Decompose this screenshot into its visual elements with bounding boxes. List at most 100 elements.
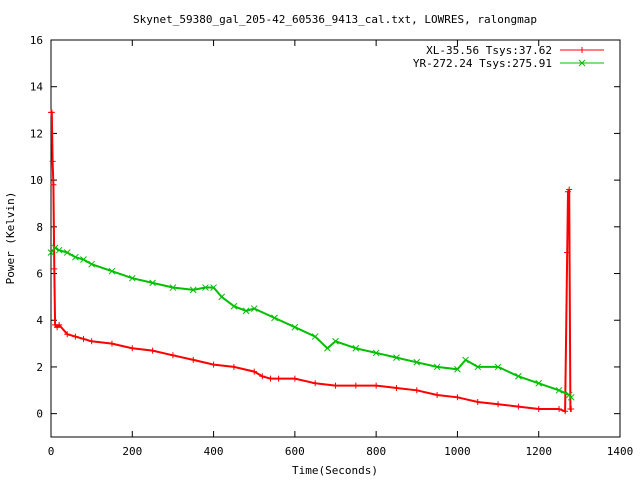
y-tick-label: 4 — [36, 314, 43, 327]
data-point — [434, 391, 441, 398]
data-point — [88, 338, 95, 345]
data-point — [535, 379, 543, 387]
data-point — [72, 253, 79, 261]
data-point — [291, 375, 298, 382]
data-point — [190, 356, 197, 363]
data-point — [48, 109, 55, 116]
data-point — [242, 307, 250, 315]
data-point — [413, 387, 420, 394]
data-point — [373, 382, 380, 389]
data-point — [495, 401, 502, 408]
data-point — [149, 279, 156, 287]
data-point — [51, 244, 59, 252]
data-point — [494, 363, 502, 371]
x-tick-label: 0 — [48, 445, 55, 458]
data-point — [169, 352, 176, 359]
data-point — [535, 405, 542, 412]
y-tick-label: 8 — [36, 221, 43, 234]
data-point — [271, 314, 278, 322]
x-tick-label: 400 — [204, 445, 224, 458]
data-point — [568, 405, 575, 412]
data-point — [210, 361, 217, 368]
data-point — [218, 293, 226, 301]
data-point — [108, 267, 116, 275]
plot-frame — [50, 39, 621, 438]
data-point — [393, 384, 400, 391]
data-point — [129, 345, 136, 352]
data-point — [259, 373, 266, 380]
data-point — [267, 375, 274, 382]
data-point — [564, 249, 571, 256]
data-point — [555, 386, 563, 394]
data-point — [515, 403, 522, 410]
data-point — [80, 335, 87, 342]
data-point — [332, 382, 339, 389]
legend-label: YR-272.24 Tsys:275.91 — [413, 57, 552, 70]
data-point — [64, 331, 71, 338]
legend-marker — [579, 47, 585, 53]
data-point — [128, 274, 136, 282]
data-point — [275, 375, 282, 382]
data-point — [51, 265, 58, 272]
x-tick-label: 800 — [366, 445, 386, 458]
data-point — [88, 260, 95, 268]
data-point — [462, 356, 469, 364]
data-point — [324, 344, 331, 352]
data-point — [311, 333, 319, 340]
x-tick-label: 1200 — [525, 445, 552, 458]
data-point — [372, 349, 380, 357]
data-point — [49, 158, 56, 165]
series-layer — [47, 109, 575, 415]
data-point — [556, 405, 563, 412]
data-point — [566, 186, 573, 193]
series-2 — [47, 244, 575, 401]
data-point — [230, 302, 238, 310]
y-tick-label: 12 — [30, 127, 43, 140]
data-point — [291, 323, 299, 331]
data-point — [454, 394, 461, 401]
data-point — [332, 337, 339, 345]
data-point — [562, 408, 569, 415]
x-tick-label: 600 — [285, 445, 305, 458]
data-point — [149, 347, 156, 354]
y-axis-label: Power (Kelvin) — [4, 192, 17, 285]
data-point — [474, 398, 481, 405]
data-point — [251, 368, 258, 375]
data-point — [108, 340, 115, 347]
data-point — [55, 246, 63, 254]
data-point — [72, 333, 79, 340]
y-tick-label: 16 — [30, 34, 43, 47]
y-tick-label: 2 — [36, 361, 43, 374]
data-point — [202, 284, 209, 291]
data-point — [413, 358, 421, 366]
data-point — [567, 393, 575, 401]
data-point — [169, 284, 177, 291]
data-point — [250, 305, 258, 312]
y-tick-label: 10 — [30, 174, 43, 187]
data-point — [63, 249, 71, 256]
data-point — [230, 363, 237, 370]
x-tick-label: 1000 — [444, 445, 471, 458]
x-tick-label: 200 — [122, 445, 142, 458]
x-tick-label: 1400 — [607, 445, 634, 458]
data-point — [189, 286, 197, 294]
chart-title: Skynet_59380_gal_205-42_60536_9413_cal.t… — [133, 13, 537, 26]
legend-marker — [578, 59, 586, 67]
series-1 — [48, 109, 575, 415]
y-tick-label: 6 — [36, 268, 43, 281]
data-point — [515, 372, 522, 380]
series-line — [50, 246, 572, 398]
legend-label: XL-35.56 Tsys:37.62 — [426, 44, 552, 57]
data-point — [352, 344, 360, 352]
data-point — [433, 363, 441, 371]
data-point — [393, 354, 400, 361]
data-point — [56, 321, 63, 328]
data-point — [210, 284, 217, 291]
y-tick-label: 14 — [30, 81, 44, 94]
data-point — [352, 382, 359, 389]
data-point — [454, 365, 461, 373]
data-point — [312, 380, 319, 387]
axis-ticks: 0 200 400 600 800 1000 1200 1400 0 2 4 6 8 10 12 14 16 — [30, 34, 634, 458]
